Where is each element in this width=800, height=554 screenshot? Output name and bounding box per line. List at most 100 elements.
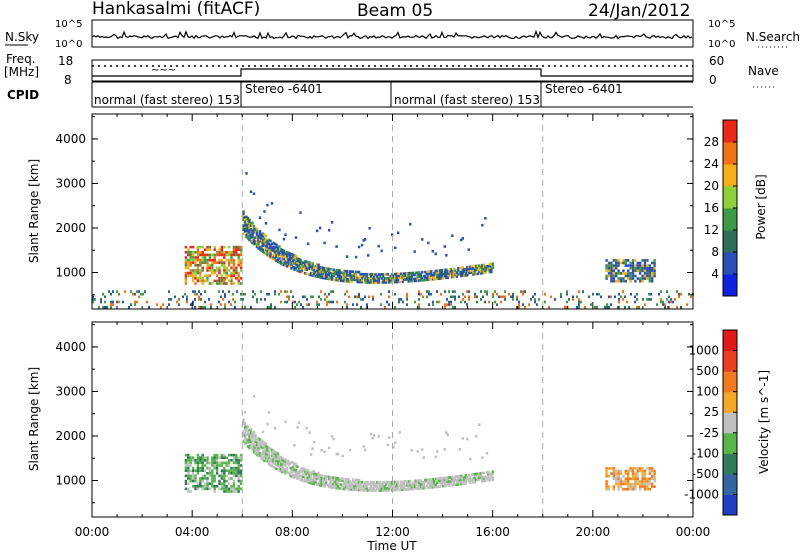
echo-cell [220,279,224,283]
echo-cell [612,477,615,481]
arc-cell [418,275,421,278]
arc-cell [297,258,301,261]
echo-cell [213,456,216,459]
arc-cell [338,277,341,280]
echo-cell [201,282,204,285]
arc-cell [296,265,299,268]
echo-cell [631,482,635,486]
echo-cell [653,477,656,481]
arc-cell [326,273,329,276]
arc-cell [243,428,247,431]
arc-cell [291,265,295,269]
arc-cell [242,210,245,213]
arc-cell [305,478,308,482]
freq-unit-label: [MHz] [4,65,39,79]
arc-cell [430,274,433,277]
arc-cell [243,218,247,221]
arc-cell [466,477,469,481]
arc-cell [354,482,358,486]
echo-cell [358,295,360,299]
echo-cell [486,290,488,293]
echo-cell [624,274,627,278]
arc-cell [336,275,340,278]
arc-cell [464,274,467,277]
arc-cell [317,267,320,271]
echo-cell [426,295,428,299]
colorbar-tick-label: 8 [711,245,719,259]
echo-cell [660,298,662,301]
x-tick-label: 16:00 [475,525,510,539]
arc-cell [245,223,248,227]
echo-cell [199,461,202,465]
arc-cell [478,268,481,271]
arc-cell [285,261,289,264]
arc-cell [433,273,436,277]
arc-cell [302,479,305,483]
echo-cell [227,264,231,267]
echo-cell [605,269,608,273]
echo-cell [631,266,635,270]
arc-cell [457,481,460,484]
echo-cell [227,487,231,491]
echo-cell [634,266,637,270]
echo-cell [418,303,420,306]
echo-cell [629,261,632,265]
echo-cell [218,482,221,485]
echo-cell [622,259,625,262]
echo-cell [196,464,200,467]
arc-cell [293,256,296,259]
echo-cell [112,303,114,306]
arc-cell [273,454,277,458]
echo-cell [220,461,224,465]
arc-cell [455,481,458,484]
arc-cell [478,264,481,267]
arc-cell [318,474,322,477]
echo-cell [641,485,644,488]
arc-cell [293,254,296,257]
echo-cell [617,472,620,475]
arc-cell [470,267,473,270]
arc-cell [333,476,337,480]
arc-cell [491,476,495,479]
echo-cell [372,298,374,301]
arc-cell [255,233,259,237]
echo-cell [203,485,207,488]
echo-cell [206,459,209,462]
echo-cell [196,469,200,472]
arc-cell [344,481,347,485]
arc-cell [243,220,247,223]
arc-cell [410,483,413,487]
arc-cell [279,468,283,471]
echo-cell [118,300,120,304]
arc-cell [243,224,247,227]
arc-scatter-cell [458,448,461,451]
arc-cell [407,278,410,281]
echo-cell [189,461,192,465]
arc-cell [269,447,272,451]
arc-cell [315,271,319,274]
arc-cell [335,486,338,490]
arc-cell [335,484,338,488]
arc-cell [320,274,323,277]
echo-cell [211,472,214,475]
arc-cell [437,479,440,482]
arc-cell [347,486,350,489]
echo-cell [612,259,615,262]
arc-cell [278,455,281,458]
arc-cell [255,443,259,447]
arc-cell [377,273,380,276]
arc-cell [338,273,341,276]
echo-cell [237,479,240,483]
echo-cell [130,303,132,306]
arc-cell [276,454,280,457]
echo-cell [204,300,206,304]
echo-cell [578,303,580,306]
arc-cell [353,484,356,488]
arc-cell [291,257,295,261]
arc-cell [469,475,472,479]
echo-cell [191,277,195,280]
arc-cell [342,269,346,273]
echo-cell [286,290,288,293]
arc-cell [479,476,482,479]
arc-cell [297,264,301,267]
